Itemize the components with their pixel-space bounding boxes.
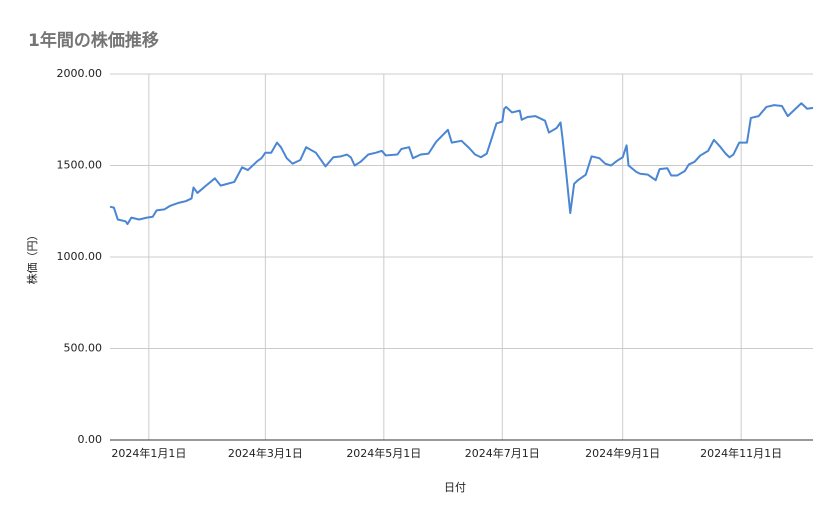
y-axis-label: 株価（円） (25, 230, 39, 285)
x-tick-label: 2024年9月1日 (585, 446, 660, 460)
x-tick-label: 2024年5月1日 (346, 446, 421, 460)
y-tick-label: 1500.00 (57, 159, 103, 172)
y-tick-label: 0.00 (78, 433, 103, 446)
chart-title: 1年間の株価推移 (28, 30, 159, 51)
x-tick-label: 2024年1月1日 (111, 446, 186, 460)
y-tick-label: 500.00 (64, 342, 103, 355)
x-axis-label: 日付 (444, 481, 466, 494)
x-tick-label: 2024年11月1日 (700, 446, 782, 460)
x-tick-label: 2024年3月1日 (228, 446, 303, 460)
y-tick-label: 1000.00 (57, 250, 103, 263)
x-tick-label: 2024年7月1日 (465, 446, 540, 460)
price-line (109, 102, 814, 226)
y-tick-label: 2000.00 (57, 67, 103, 80)
